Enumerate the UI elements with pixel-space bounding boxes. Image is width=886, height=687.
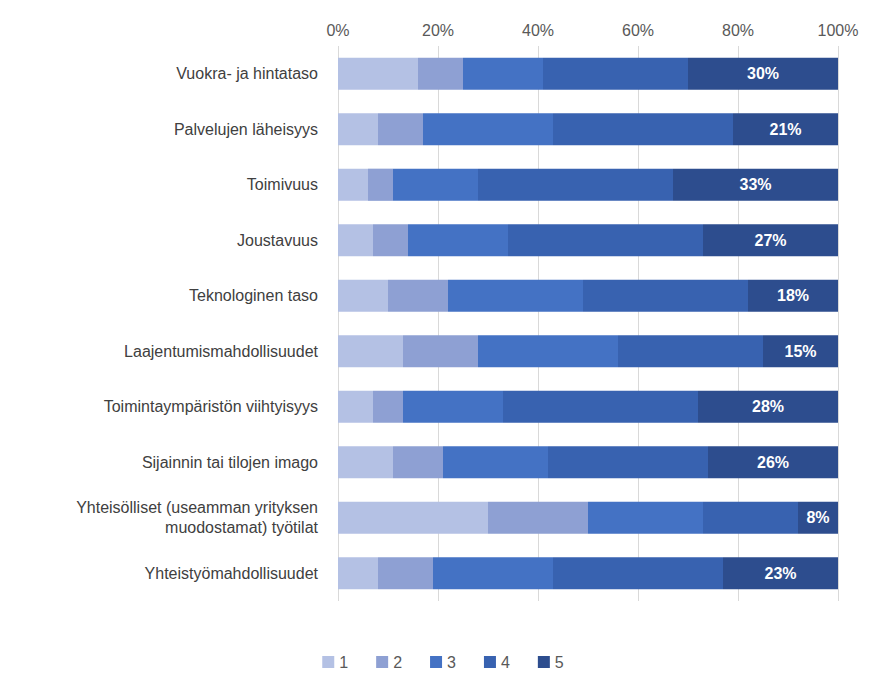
svg-text:Vuokra- ja hintataso: Vuokra- ja hintataso bbox=[176, 65, 318, 82]
svg-text:Joustavuus: Joustavuus bbox=[237, 232, 318, 249]
svg-text:4: 4 bbox=[501, 654, 510, 671]
svg-text:2: 2 bbox=[393, 654, 402, 671]
svg-text:28%: 28% bbox=[752, 398, 784, 415]
svg-text:Palvelujen läheisyys: Palvelujen läheisyys bbox=[174, 121, 318, 138]
svg-text:15%: 15% bbox=[784, 343, 816, 360]
svg-text:100%: 100% bbox=[818, 22, 859, 39]
svg-text:Toimintaympäristön viihtyisyys: Toimintaympäristön viihtyisyys bbox=[104, 398, 318, 415]
svg-text:40%: 40% bbox=[522, 22, 554, 39]
svg-text:0%: 0% bbox=[326, 22, 349, 39]
svg-text:5: 5 bbox=[555, 654, 564, 671]
svg-text:Laajentumismahdollisuudet: Laajentumismahdollisuudet bbox=[124, 343, 318, 360]
svg-text:60%: 60% bbox=[622, 22, 654, 39]
svg-text:21%: 21% bbox=[769, 121, 801, 138]
svg-text:33%: 33% bbox=[739, 176, 771, 193]
svg-text:80%: 80% bbox=[722, 22, 754, 39]
svg-text:8%: 8% bbox=[806, 509, 829, 526]
svg-text:1: 1 bbox=[339, 654, 348, 671]
svg-text:Yhteisölliset (useamman yrityk: Yhteisölliset (useamman yrityksen bbox=[76, 499, 318, 516]
svg-text:Teknologinen taso: Teknologinen taso bbox=[189, 287, 318, 304]
svg-text:muodostamat) työtilat: muodostamat) työtilat bbox=[165, 519, 319, 536]
svg-text:20%: 20% bbox=[422, 22, 454, 39]
svg-text:3: 3 bbox=[447, 654, 456, 671]
svg-text:30%: 30% bbox=[747, 65, 779, 82]
svg-text:18%: 18% bbox=[777, 287, 809, 304]
svg-text:26%: 26% bbox=[757, 454, 789, 471]
svg-text:Yhteistyömahdollisuudet: Yhteistyömahdollisuudet bbox=[145, 565, 319, 582]
svg-text:23%: 23% bbox=[764, 565, 796, 582]
svg-text:Toimivuus: Toimivuus bbox=[247, 176, 318, 193]
svg-text:Sijainnin tai tilojen imago: Sijainnin tai tilojen imago bbox=[142, 454, 318, 471]
svg-text:27%: 27% bbox=[754, 232, 786, 249]
